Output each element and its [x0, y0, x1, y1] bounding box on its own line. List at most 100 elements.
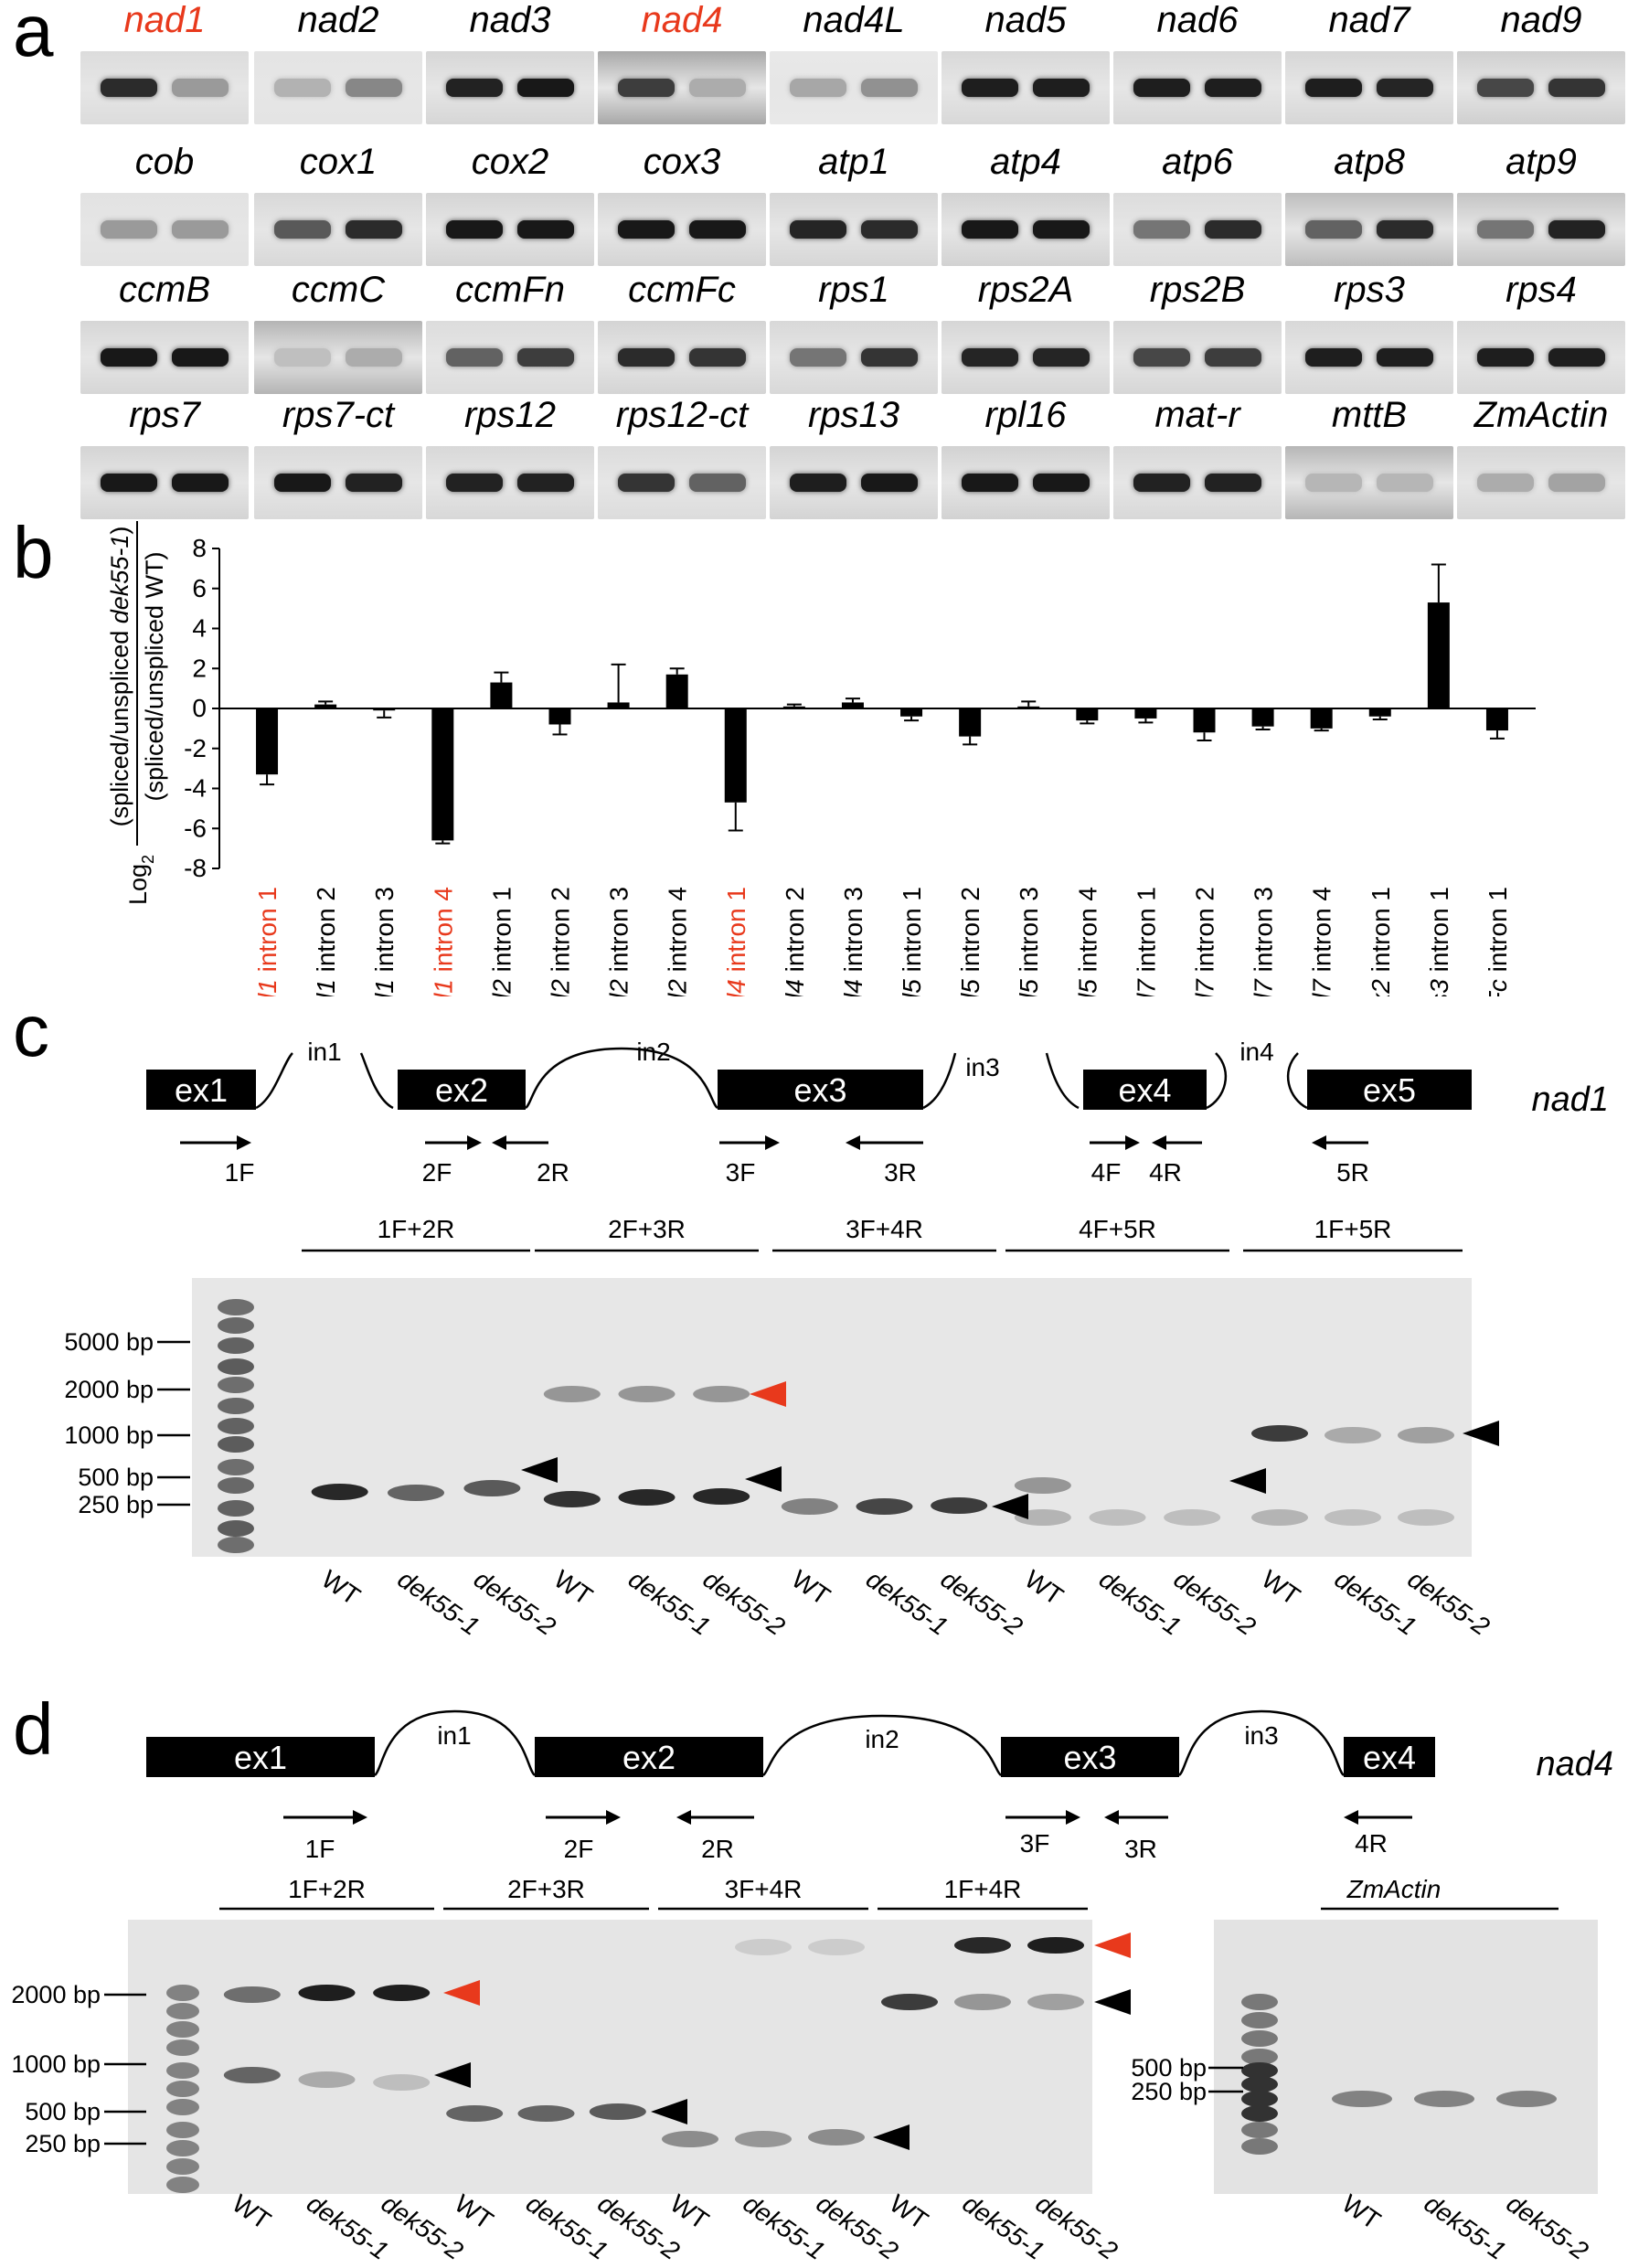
- gene-label-nad6: nad6: [1156, 0, 1239, 40]
- panel-label-d: d: [13, 1688, 54, 1770]
- band-mutant: [1033, 220, 1090, 239]
- x-tick-label: nad7 intron 1: [1132, 887, 1160, 996]
- intron-loop: [1286, 1052, 1308, 1110]
- lane-label: dek55-1: [1094, 1565, 1186, 1641]
- gel-band: [693, 1386, 750, 1402]
- band-mutant: [517, 220, 574, 239]
- gel-image-nad2: [254, 51, 422, 124]
- primer-pair-label: 1F+2R: [378, 1215, 455, 1243]
- x-tick-label: nad7 intron 4: [1308, 887, 1336, 996]
- black-arrowhead-marker: [873, 2124, 910, 2150]
- primer-pair-label: 3F+4R: [725, 1875, 803, 1903]
- ladder-band: [166, 2021, 199, 2038]
- band-wt: [1305, 474, 1362, 492]
- black-arrowhead-marker: [651, 2099, 687, 2124]
- band-mutant: [689, 348, 746, 367]
- ladder-band: [1241, 2138, 1278, 2155]
- band-mutant: [517, 474, 574, 492]
- band-mutant: [1033, 79, 1090, 97]
- gene-name-nad4: nad4: [1536, 1745, 1613, 1784]
- gel-image-mat-r: [1113, 446, 1282, 519]
- panel-label-b: b: [13, 512, 54, 593]
- gel-band: [1014, 1509, 1071, 1526]
- ladder-band: [218, 1459, 254, 1475]
- gene-label-ccmB: ccmB: [119, 270, 210, 310]
- primer-label: 3R: [884, 1158, 917, 1187]
- exon-label: ex3: [1063, 1739, 1116, 1776]
- gel-band: [223, 1986, 281, 2003]
- gel-band: [856, 1498, 913, 1515]
- gel-image-nad4: [128, 1920, 1092, 2194]
- splicing-ratio-bar-chart: 8 6 4 2 0 -2 -4 -6 -8 (spliced/unspliced dek55-1)…: [106, 521, 1536, 996]
- primer-arrowhead: [1104, 1810, 1119, 1825]
- lane-label: dek55-2: [469, 1565, 561, 1642]
- gel-band: [781, 1498, 838, 1515]
- gel-image-ccmFn: [426, 321, 594, 394]
- gel-image-cox2: [426, 193, 594, 266]
- primer-label: 1F: [225, 1158, 255, 1187]
- gel-image-rps13: [770, 446, 938, 519]
- panel-c-nad1-figure: ex1 ex2 ex3 ex4 ex5 in1 in2 in3 in4 nad1 1F 2F 2R 3F 3…: [64, 1038, 1609, 1642]
- x-tick-label: ccmFc intron 1: [1484, 887, 1512, 996]
- band-wt: [618, 474, 675, 492]
- red-arrowhead-marker: [750, 1381, 786, 1407]
- gene-label-nad4L: nad4L: [803, 0, 905, 40]
- x-tick-label: nad1 intron 4: [429, 887, 457, 996]
- primer-label: 4F: [1091, 1158, 1122, 1187]
- band-mutant: [172, 474, 229, 492]
- gel-band: [735, 1939, 792, 1955]
- x-tick-label: nad4 intron 1: [722, 887, 750, 996]
- gene-label-rps1: rps1: [818, 270, 889, 310]
- band-wt: [1477, 474, 1534, 492]
- gel-image-rps3: [1285, 321, 1453, 394]
- y-tick-label: -6: [184, 814, 207, 842]
- gel-image-atp4: [942, 193, 1110, 266]
- bar: [665, 674, 688, 708]
- panel-d-nad4-figure: ex1 ex2 ex3 ex4 in1 in2 in3 nad4 1F 2F 2R 3F 3R 4R 1F+…: [11, 1709, 1613, 2266]
- ladder-band: [218, 1337, 254, 1354]
- lane-label: WT: [450, 2189, 498, 2235]
- x-tick-label: nad1 intron 1: [253, 887, 282, 996]
- lane-label: dek55-1: [393, 1565, 485, 1641]
- band-wt: [1133, 348, 1190, 367]
- y-label-denominator: (spliced/unspliced WT): [141, 551, 168, 801]
- gel-band: [1014, 1477, 1071, 1494]
- x-tick-label: nad5 intron 1: [898, 887, 926, 996]
- gene-label-nad3: nad3: [469, 0, 551, 40]
- gel-image-rpl16: [942, 446, 1110, 519]
- gel-band: [1027, 1937, 1084, 1954]
- band-mutant: [1548, 79, 1605, 97]
- intron-loop: [922, 1052, 957, 1110]
- gene-label-atp8: atp8: [1334, 142, 1405, 182]
- ladder-band: [1241, 2091, 1278, 2107]
- gel-band: [693, 1488, 750, 1505]
- ladder-band: [1241, 2122, 1278, 2138]
- lane-label: dek55-2: [377, 2189, 469, 2266]
- panel-label-a: a: [13, 0, 54, 71]
- gene-label-nad5: nad5: [984, 0, 1067, 40]
- band-mutant: [861, 348, 918, 367]
- exon-label: ex1: [234, 1739, 287, 1776]
- gel-band: [1398, 1427, 1454, 1443]
- gene-label-rpl16: rpl16: [984, 395, 1067, 435]
- gel-band: [1398, 1509, 1454, 1526]
- gel-image-atp6: [1113, 193, 1282, 266]
- gel-band: [311, 1484, 368, 1500]
- black-arrowhead-marker: [1094, 1989, 1131, 2015]
- y-tick-label: 2: [192, 654, 207, 682]
- gel-band: [1414, 2091, 1474, 2107]
- primer-pair-label: 4F+5R: [1079, 1215, 1156, 1243]
- size-marker-label: 500 bp: [25, 2098, 101, 2125]
- primer-arrowhead: [1344, 1810, 1358, 1825]
- bar: [1134, 708, 1157, 719]
- ladder-band: [1241, 1994, 1278, 2010]
- gene-label-ccmC: ccmC: [291, 270, 386, 310]
- primer-label: 4R: [1149, 1158, 1182, 1187]
- lane-label: dek55-1: [1330, 1565, 1422, 1641]
- lane-label: dek55-2: [592, 2189, 685, 2266]
- exon-label: ex3: [793, 1071, 846, 1109]
- band-mutant: [517, 79, 574, 97]
- gel-image-rps2B: [1113, 321, 1282, 394]
- gel-image-cox3: [598, 193, 766, 266]
- band-mutant: [861, 220, 918, 239]
